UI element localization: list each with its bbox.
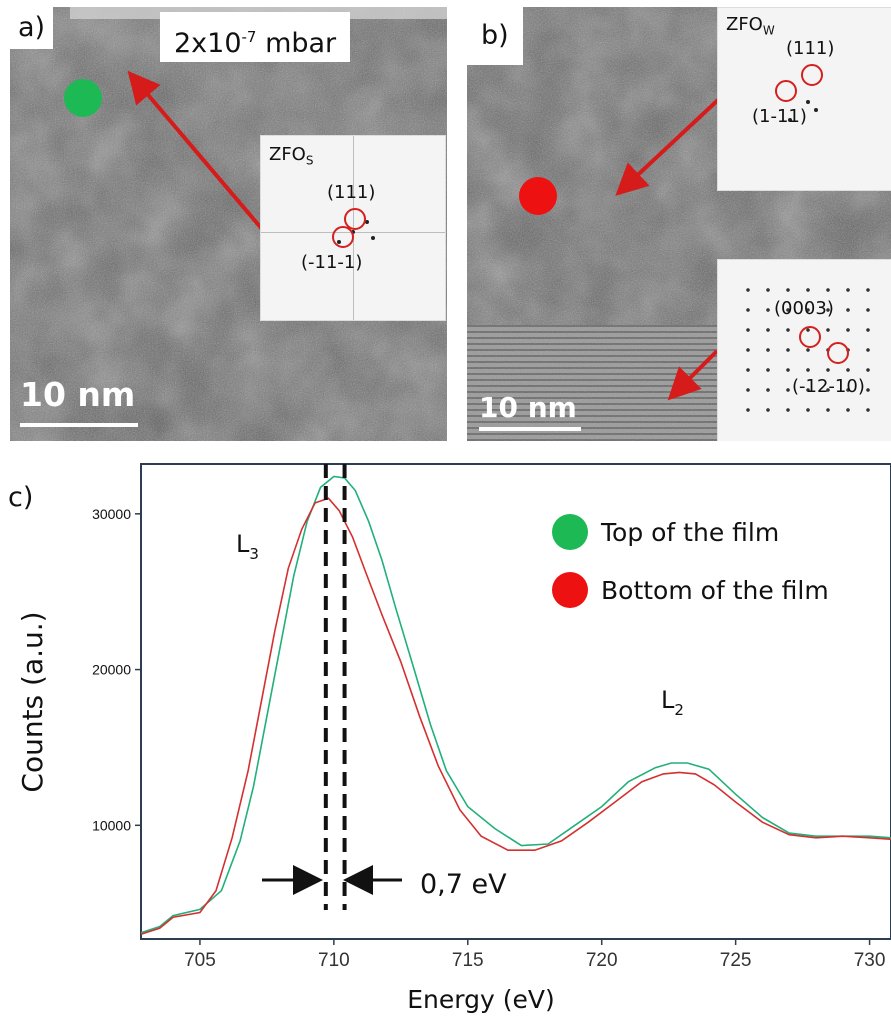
legend-label-bottom: Bottom of the film (601, 576, 829, 605)
y-tick-label: 10000 (92, 817, 131, 833)
x-axis-label: Energy (eV) (407, 985, 554, 1014)
y-tick-label: 30000 (92, 506, 131, 522)
shift-label: 0,7 eV (420, 869, 507, 900)
legend: Top of the film Bottom of the film (552, 514, 829, 608)
fft-title-sub: S (305, 153, 314, 168)
fft-title-b: ZFOW (726, 14, 775, 38)
scale-bar-b (479, 427, 581, 431)
fft-title-text: ZFO (269, 144, 306, 165)
x-tick-label: 720 (586, 950, 618, 971)
y-axis-label: Counts (a.u.) (16, 611, 49, 792)
y-tick-label: 20000 (92, 662, 131, 678)
panel-b-label: b) (467, 7, 523, 65)
fft-title-a: ZFOS (269, 144, 313, 168)
legend-marker-top (552, 514, 588, 550)
x-tick-label: 715 (452, 950, 484, 971)
series-line-0 (140, 475, 891, 934)
scale-bar-a (20, 423, 138, 427)
l3-subscript: 3 (249, 545, 259, 563)
x-tick-label: 705 (184, 950, 216, 971)
fft-ring (344, 208, 366, 230)
fft-lattice (738, 280, 878, 420)
l2-subscript: 2 (674, 701, 684, 719)
x-tick-label: 710 (318, 950, 350, 971)
l2-label: L2 (661, 686, 684, 719)
fft-spot (365, 220, 369, 224)
l3-letter: L (236, 530, 250, 558)
panel-a-label: a) (10, 7, 54, 49)
fft-inset-a: ZFOS (111) (-11-1) (260, 135, 446, 321)
red-marker (519, 177, 557, 215)
fft-inset-b-bottom: (0003) (-12-10) (717, 259, 891, 441)
panel-a: a) 2x10-7 mbar ZFOS (111) (-11-1) 10 nm (10, 7, 447, 441)
pressure-unit: mbar (256, 28, 337, 59)
fft-spot (814, 108, 818, 112)
fft-ring (827, 342, 849, 364)
fft-ring (775, 80, 797, 102)
pressure-value: 2x10 (174, 28, 242, 59)
y-axis-ticks: 10000 20000 30000 (92, 506, 141, 833)
fft-index-label: (1-11) (752, 106, 807, 127)
fft-title-text: ZFO (726, 14, 763, 35)
x-tick-label: 730 (854, 950, 886, 971)
legend-label-top: Top of the film (600, 518, 779, 547)
legend-marker-bottom (552, 572, 588, 608)
fft-spot (788, 118, 792, 122)
fft-ring (801, 64, 823, 86)
x-tick-label: 725 (720, 950, 752, 971)
pointer-arrow-a (127, 70, 264, 231)
green-marker (64, 79, 102, 117)
fft-index-label: (-12-10) (792, 376, 865, 397)
panel-b: b) ZFOW (111) (1-11) (0003) (-12-10) 10 … (467, 7, 891, 441)
l3-label: L3 (236, 530, 259, 563)
l2-letter: L (661, 686, 675, 714)
fft-title-sub: W (762, 23, 775, 38)
scale-bar-label-b: 10 nm (479, 391, 577, 424)
panel-c-label: c) (8, 482, 33, 513)
pressure-exponent: -7 (241, 28, 257, 46)
fft-inset-b-top: ZFOW (111) (1-11) (717, 7, 891, 191)
fft-ring (332, 226, 354, 248)
x-axis-ticks: 705 710 715 720 725 730 (184, 939, 885, 971)
pressure-label: 2x10-7 mbar (160, 12, 351, 62)
fft-ring (799, 326, 821, 348)
series-line-1 (140, 497, 891, 936)
fft-spot (371, 236, 375, 240)
fft-index-label: (0003) (774, 298, 834, 319)
fft-index-label: (111) (327, 182, 376, 203)
fft-spot (806, 100, 810, 104)
plot-frame (140, 463, 891, 940)
pointer-arrows-b (615, 97, 721, 401)
scale-bar-label-a: 10 nm (20, 375, 136, 414)
fft-index-label: (-11-1) (301, 252, 363, 273)
peak-markers (323, 464, 347, 910)
series-lines (140, 475, 891, 936)
fft-index-label: (111) (786, 38, 835, 59)
